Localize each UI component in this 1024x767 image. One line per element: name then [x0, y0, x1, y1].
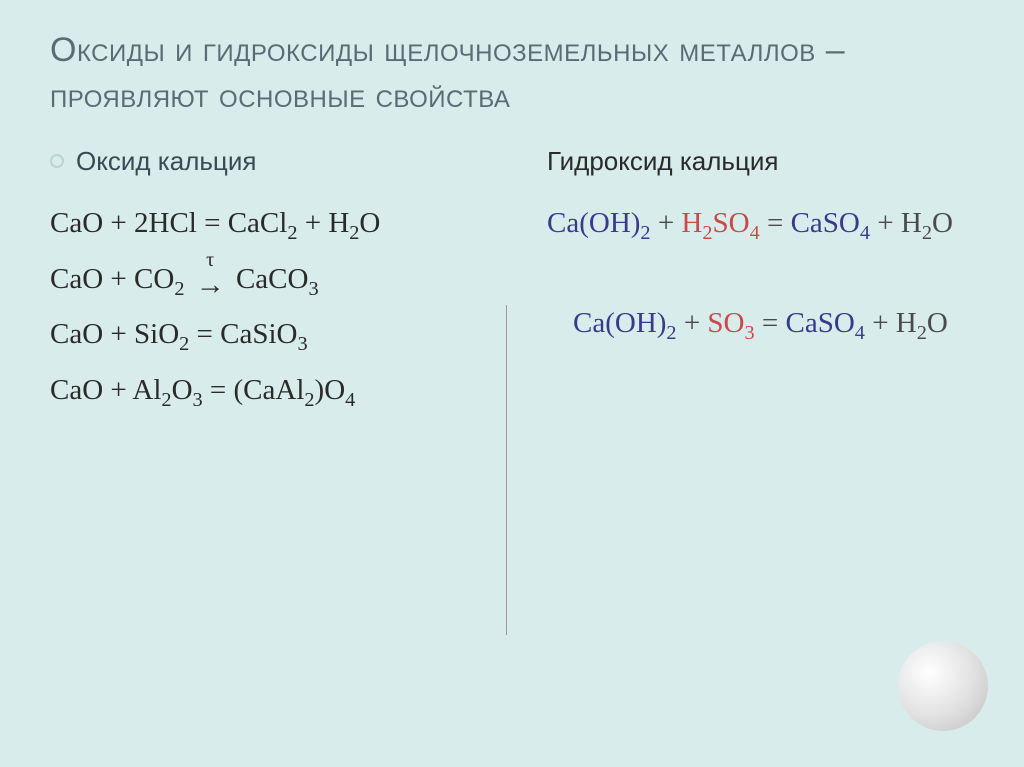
equation: Ca(OH)2 + H2SO4 = CaSO4 + H2O — [527, 207, 984, 245]
column-divider — [506, 305, 507, 635]
left-equations: CaO + 2HCl = CaCl2 + H2O CaO + CO2 τ→ CaC… — [50, 207, 507, 412]
equation: Ca(OH)2 + SO3 = CaSO4 + H2O — [527, 307, 984, 345]
left-column: Оксид кальция CaO + 2HCl = CaCl2 + H2OCa… — [50, 146, 507, 430]
slide-title: Оксиды и гидроксиды щелочноземельных мет… — [50, 28, 984, 120]
decorative-sphere — [898, 641, 988, 731]
bullet-icon — [50, 154, 64, 168]
right-column: Гидроксид кальция Ca(OH)2 + H2SO4 = CaSO… — [527, 146, 984, 430]
equation: CaO + SiO2 = CaSiO3 — [50, 318, 507, 356]
slide: Оксиды и гидроксиды щелочноземельных мет… — [0, 0, 1024, 767]
right-heading: Гидроксид кальция — [527, 146, 984, 177]
equation: CaO + 2HCl = CaCl2 + H2O — [50, 207, 507, 245]
right-equations: Ca(OH)2 + H2SO4 = CaSO4 + H2O Ca(OH)2 + S… — [527, 207, 984, 345]
left-heading: Оксид кальция — [50, 146, 507, 177]
content-row: Оксид кальция CaO + 2HCl = CaCl2 + H2OCa… — [50, 146, 984, 430]
left-heading-text: Оксид кальция — [76, 146, 256, 177]
equation: CaO + CO2 τ→ CaCO3 — [50, 263, 507, 301]
equation: CaO + Al2O3 = (CaAl2)O4 — [50, 374, 507, 412]
